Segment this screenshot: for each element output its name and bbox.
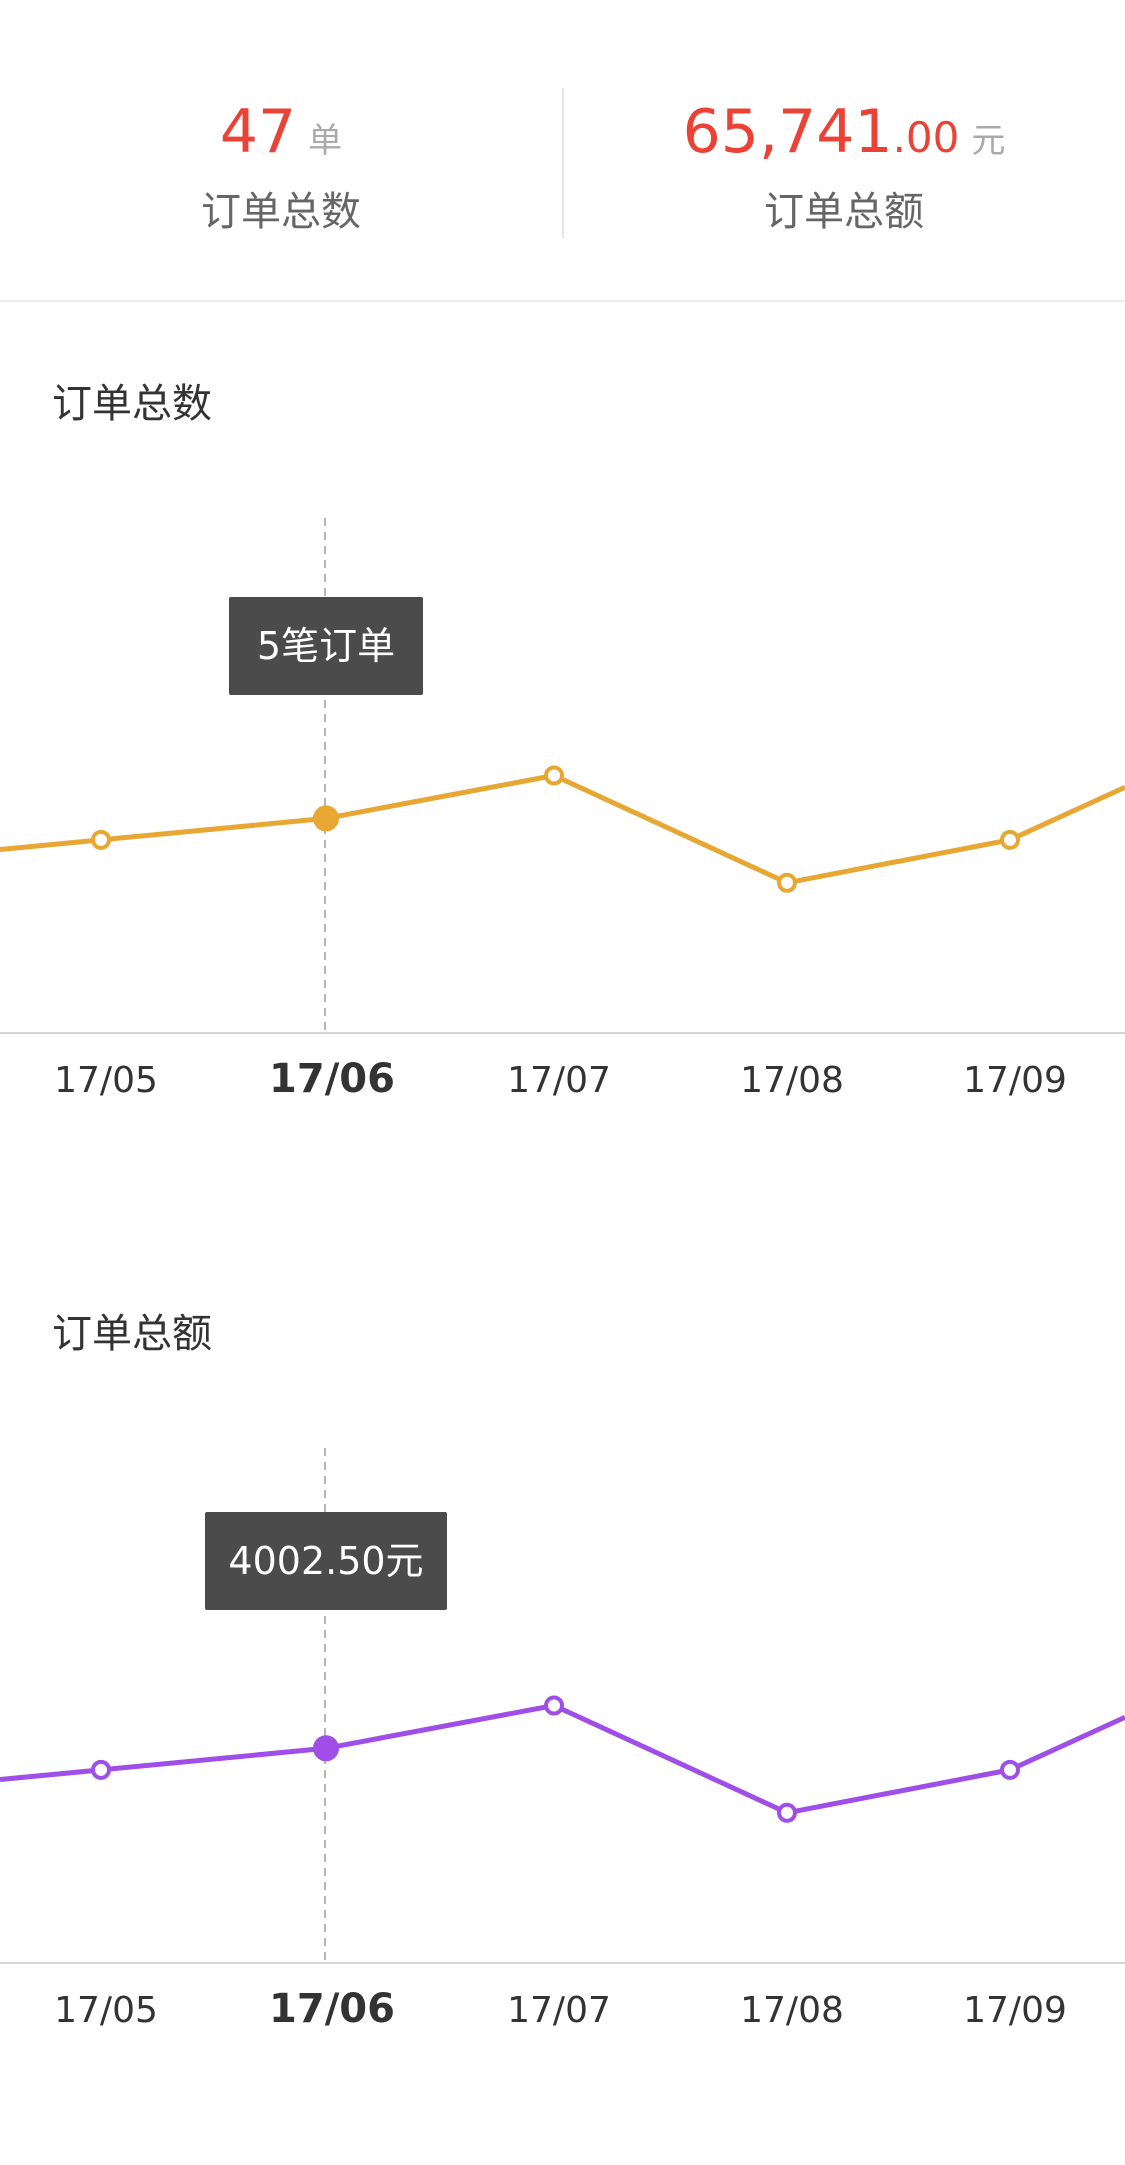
- order-amount-unit: 元: [971, 121, 1006, 161]
- order-count-value: 47: [219, 97, 297, 167]
- order-amount-decimal: .00: [892, 113, 960, 162]
- summary-divider: [562, 88, 564, 238]
- amount-data-point[interactable]: [544, 1695, 564, 1716]
- orders-data-point[interactable]: [91, 829, 111, 850]
- orders-x-tick-label[interactable]: 17/09: [963, 1060, 1067, 1101]
- amount-x-tick-label[interactable]: 17/07: [507, 1990, 611, 2031]
- orders-data-point[interactable]: [1000, 829, 1020, 850]
- orders-x-tick-label[interactable]: 17/06: [269, 1056, 395, 1102]
- amount-x-tick-label[interactable]: 17/09: [963, 1990, 1067, 2031]
- amount-data-point[interactable]: [777, 1802, 797, 1823]
- order-amount-integer: 65,741: [682, 97, 893, 167]
- amount-x-tick-label[interactable]: 17/05: [54, 1990, 158, 2031]
- amount-data-point[interactable]: [1000, 1759, 1020, 1780]
- amount-series-line: [0, 1703, 1125, 1816]
- order-count-value-row: 47 单: [0, 92, 562, 172]
- order-count-label: 订单总数: [201, 189, 361, 235]
- amount-data-point[interactable]: [313, 1735, 339, 1762]
- order-count-unit: 单: [308, 121, 343, 161]
- orders-data-point[interactable]: [313, 805, 339, 832]
- summary-panel: 47 单 订单总数 65,741.00 元 订单总额: [0, 0, 1125, 302]
- orders-tooltip: 5笔订单: [229, 597, 423, 695]
- amount-chart-title: 订单总额: [52, 1311, 212, 1357]
- orders-line-chart[interactable]: 17/05 17/06 17/07 17/08 17/09: [0, 500, 1125, 1140]
- amount-x-tick-label[interactable]: 17/08: [740, 1990, 844, 2031]
- amount-line-chart[interactable]: 17/05 17/06 17/07 17/08 17/09: [0, 1430, 1125, 2070]
- orders-x-tick-label[interactable]: 17/05: [54, 1060, 158, 1101]
- order-amount-value-row: 65,741.00 元: [563, 92, 1125, 172]
- orders-x-tick-label[interactable]: 17/08: [740, 1060, 844, 1101]
- orders-x-tick-label[interactable]: 17/07: [507, 1060, 611, 1101]
- order-amount-summary[interactable]: 65,741.00 元 订单总额: [563, 0, 1125, 300]
- amount-tooltip: 4002.50元: [205, 1512, 447, 1610]
- amount-x-tick-label[interactable]: 17/06: [269, 1986, 395, 2032]
- orders-data-point[interactable]: [777, 872, 797, 893]
- orders-data-point[interactable]: [544, 765, 564, 786]
- amount-data-point[interactable]: [91, 1759, 111, 1780]
- order-count-summary[interactable]: 47 单 订单总数: [0, 0, 562, 300]
- order-amount-label: 订单总额: [764, 189, 924, 235]
- orders-series-line: [0, 773, 1125, 886]
- orders-chart-title: 订单总数: [52, 381, 212, 427]
